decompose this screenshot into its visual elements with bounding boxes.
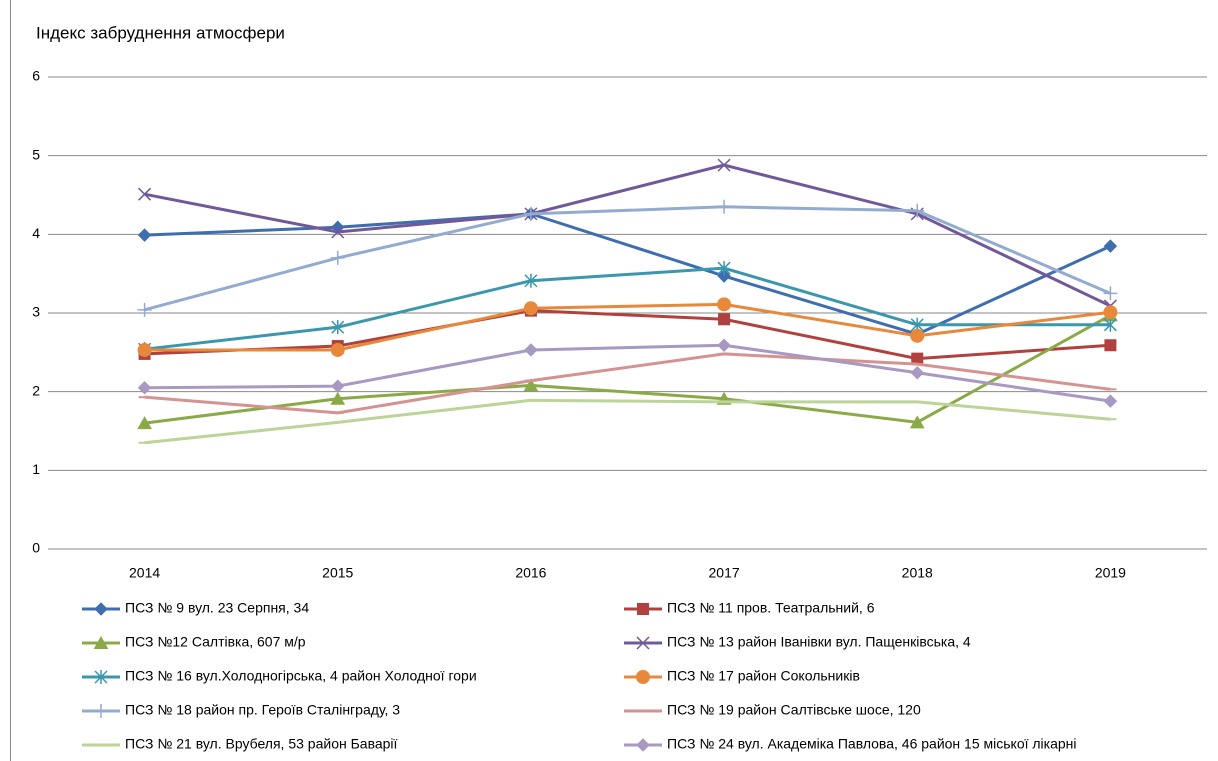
y-tick-label: 5 <box>32 146 40 162</box>
x-tick-label: 2015 <box>322 565 353 581</box>
legend-marker <box>94 670 108 684</box>
marker <box>523 378 539 392</box>
marker <box>524 273 538 288</box>
marker <box>137 381 152 395</box>
legend-label: ПСЗ № 19 район Салтівське шосе, 120 <box>667 702 921 718</box>
marker <box>910 366 924 380</box>
marker <box>331 320 345 335</box>
legend-label: ПСЗ № 13 район Іванівки вул. Пащенківськ… <box>667 634 971 650</box>
marker <box>331 225 345 239</box>
marker <box>910 328 925 343</box>
marker <box>717 338 731 352</box>
marker <box>137 342 152 357</box>
marker <box>137 228 152 242</box>
marker <box>909 415 925 429</box>
series-line <box>144 343 1111 403</box>
legend-label: ПСЗ № 17 район Сокольників <box>667 668 860 684</box>
legend-label: ПСЗ № 9 вул. 23 Серпня, 34 <box>125 600 309 616</box>
legend-marker <box>94 602 108 616</box>
series-line <box>144 398 1111 445</box>
marker <box>330 250 345 265</box>
marker <box>138 187 152 201</box>
marker <box>330 391 346 405</box>
series-line <box>144 266 1111 351</box>
y-tick-label: 0 <box>32 540 40 556</box>
legend-marker <box>637 603 649 615</box>
marker <box>717 297 732 312</box>
legend-label: ПСЗ № 18 район пр. Героїв Сталінграду, 3 <box>125 702 400 718</box>
legend-label: ПСЗ № 16 вул.Холодногірська, 4 район Хол… <box>125 668 477 684</box>
y-tick-label: 1 <box>32 461 40 477</box>
marker <box>331 379 345 393</box>
series-line <box>144 302 1111 352</box>
legend-marker <box>636 636 650 650</box>
legend-marker <box>94 704 108 718</box>
marker <box>1103 317 1117 332</box>
legend-label: ПСЗ № 21 вул. Врубеля, 53 район Баварії <box>125 736 398 752</box>
marker <box>1104 339 1117 352</box>
x-tick-label: 2014 <box>129 565 160 581</box>
marker <box>910 203 925 218</box>
legend-label: ПСЗ № 11 пров. Театральний, 6 <box>667 600 875 616</box>
y-tick-label: 4 <box>32 225 40 241</box>
marker <box>523 301 538 316</box>
marker <box>1103 305 1118 320</box>
y-tick-label: 6 <box>32 68 40 84</box>
legend-label: ПСЗ №12 Салтівка, 607 м/р <box>125 634 306 650</box>
series-line <box>144 205 1112 312</box>
x-tick-label: 2017 <box>709 565 740 581</box>
legend-marker <box>636 670 650 684</box>
series-line <box>144 309 1111 361</box>
marker <box>137 302 152 317</box>
marker <box>523 206 538 221</box>
legend-label: ПСЗ № 24 вул. Академіка Павлова, 46 райо… <box>667 736 1077 752</box>
marker <box>137 416 152 430</box>
marker <box>717 269 731 283</box>
marker <box>330 342 345 357</box>
legend-marker <box>93 635 109 649</box>
marker <box>1103 394 1118 408</box>
series-line <box>144 352 1111 415</box>
x-tick-label: 2019 <box>1095 565 1126 581</box>
marker <box>524 343 538 357</box>
marker <box>718 313 731 326</box>
legend-marker <box>636 738 650 752</box>
y-tick-label: 3 <box>32 304 40 320</box>
marker <box>717 199 732 214</box>
marker <box>1103 286 1118 301</box>
series-line <box>144 212 1112 336</box>
marker <box>717 158 731 172</box>
series-line <box>144 163 1112 308</box>
x-tick-label: 2016 <box>515 565 546 581</box>
marker <box>717 261 731 276</box>
marker <box>1103 239 1118 253</box>
y-tick-label: 2 <box>32 382 40 398</box>
chart-title: Індекс забруднення атмосфери <box>36 23 285 42</box>
x-tick-label: 2018 <box>902 565 933 581</box>
